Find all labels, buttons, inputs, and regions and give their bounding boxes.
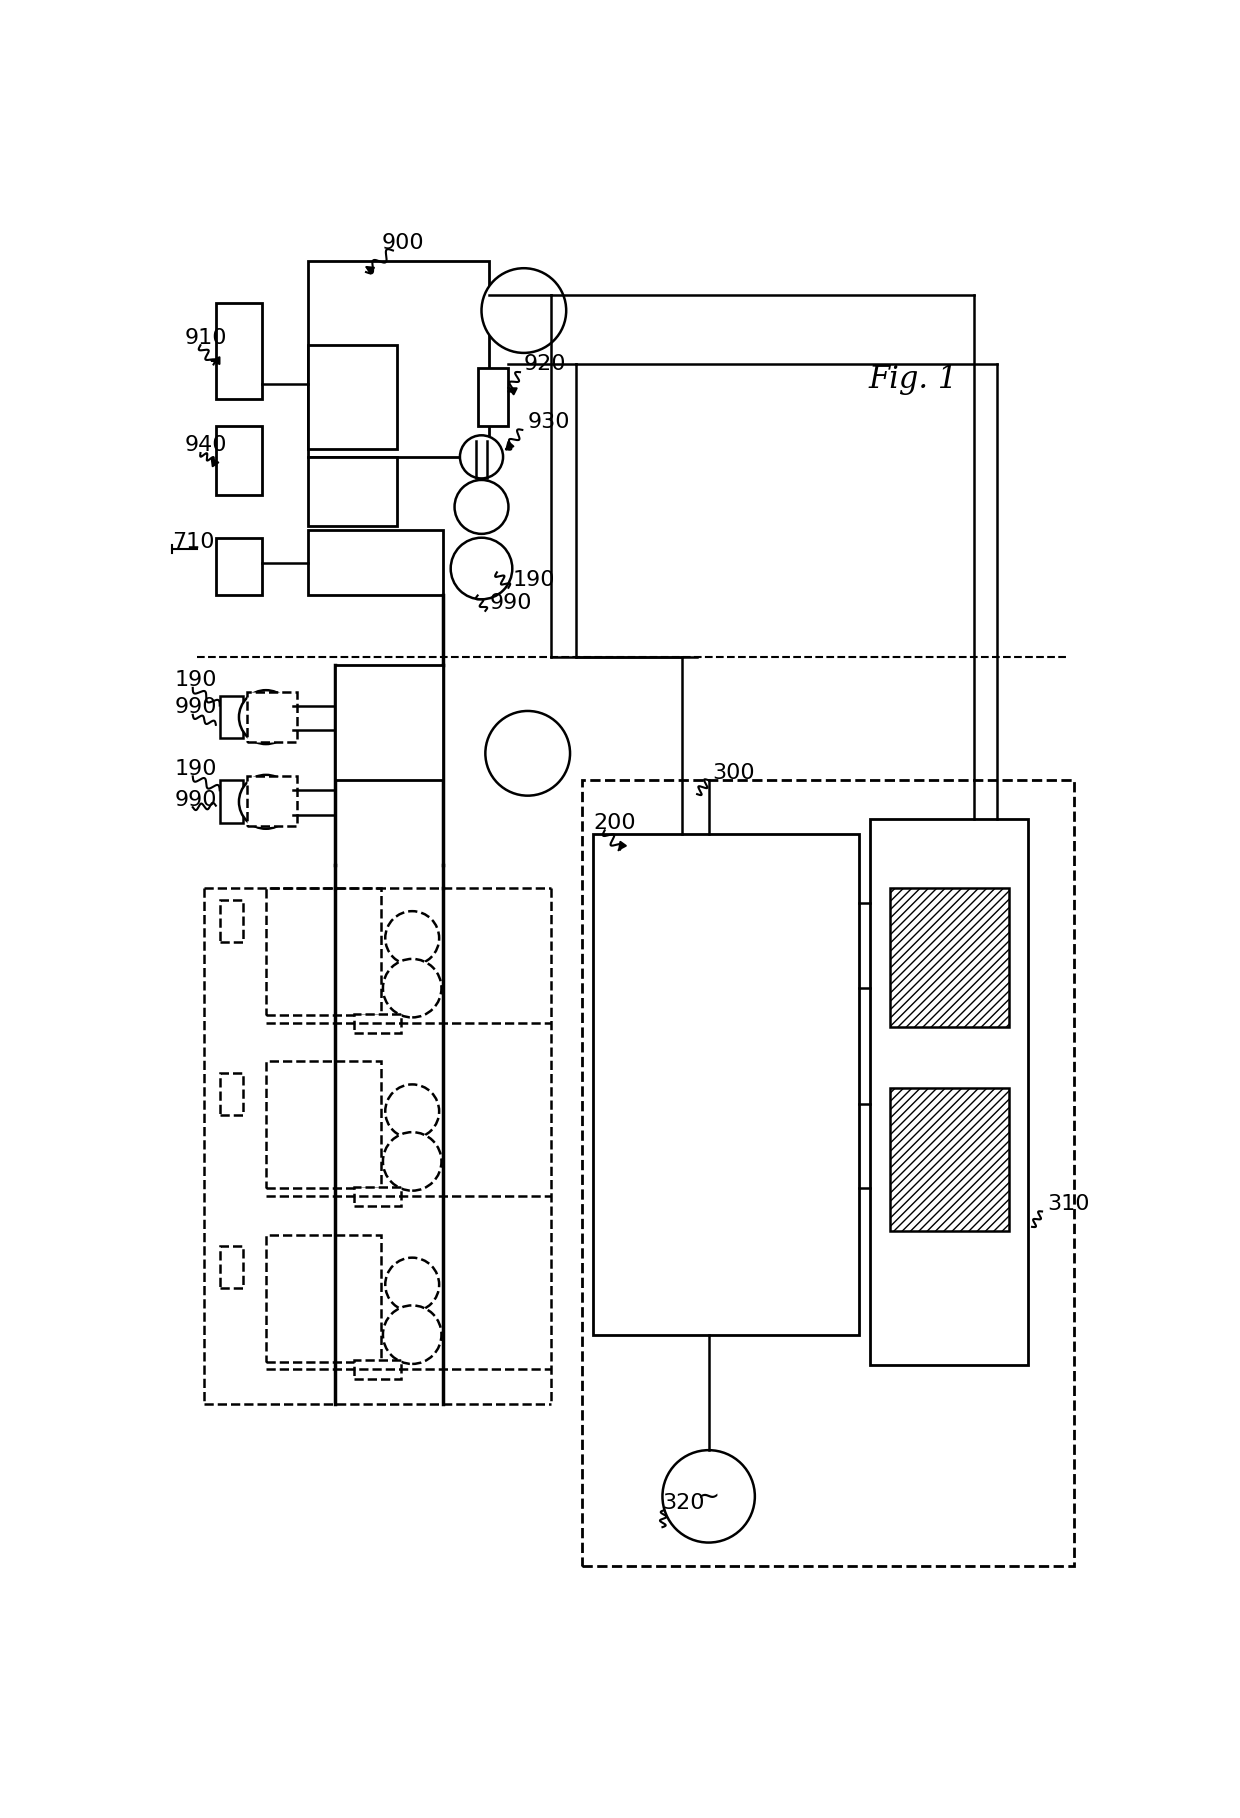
Bar — [265, 887, 382, 1014]
Bar — [309, 531, 443, 596]
Bar — [219, 1245, 243, 1289]
Text: 710: 710 — [172, 531, 215, 551]
Bar — [309, 345, 397, 449]
Bar — [477, 369, 508, 425]
Text: 990: 990 — [175, 696, 217, 716]
Bar — [216, 538, 262, 596]
Text: 990: 990 — [175, 789, 217, 809]
Text: 300: 300 — [713, 762, 755, 782]
Circle shape — [386, 1084, 439, 1138]
Bar — [593, 834, 859, 1334]
Circle shape — [460, 435, 503, 478]
Bar — [870, 818, 1028, 1365]
Bar — [265, 1234, 382, 1362]
Text: 930: 930 — [528, 413, 570, 433]
Text: 190: 190 — [175, 758, 217, 778]
Circle shape — [383, 958, 441, 1018]
Bar — [355, 1014, 401, 1033]
Bar — [219, 1073, 243, 1114]
Bar — [247, 691, 296, 742]
Bar — [219, 780, 243, 822]
Circle shape — [239, 691, 293, 744]
Text: 940: 940 — [185, 435, 228, 454]
Bar — [355, 1187, 401, 1205]
Circle shape — [383, 1305, 441, 1364]
Circle shape — [383, 1133, 441, 1191]
Bar — [216, 425, 262, 494]
Text: Fig. 1: Fig. 1 — [868, 364, 957, 395]
Bar — [247, 776, 296, 827]
Circle shape — [485, 711, 570, 796]
Bar — [216, 304, 262, 400]
Circle shape — [481, 269, 567, 353]
Circle shape — [386, 911, 439, 965]
Text: ~: ~ — [697, 1482, 720, 1511]
Bar — [309, 456, 397, 525]
Text: 320: 320 — [662, 1493, 706, 1513]
Text: 990: 990 — [490, 593, 532, 613]
Bar — [355, 1360, 401, 1380]
Bar — [219, 696, 243, 738]
Circle shape — [386, 1258, 439, 1311]
Circle shape — [455, 480, 508, 534]
Bar — [219, 900, 243, 942]
Bar — [582, 780, 1074, 1565]
Text: 190: 190 — [512, 571, 554, 591]
Text: 310: 310 — [1048, 1194, 1090, 1214]
Text: 200: 200 — [593, 813, 636, 833]
Circle shape — [662, 1451, 755, 1542]
Bar — [889, 1089, 1009, 1231]
Circle shape — [239, 774, 293, 829]
Text: 900: 900 — [382, 233, 424, 253]
Bar — [335, 665, 443, 780]
Bar — [309, 260, 490, 456]
Circle shape — [450, 538, 512, 600]
Bar — [889, 887, 1009, 1027]
Text: 920: 920 — [523, 355, 567, 375]
Text: 190: 190 — [175, 671, 217, 691]
Text: 910: 910 — [185, 327, 228, 347]
Bar — [265, 1062, 382, 1189]
